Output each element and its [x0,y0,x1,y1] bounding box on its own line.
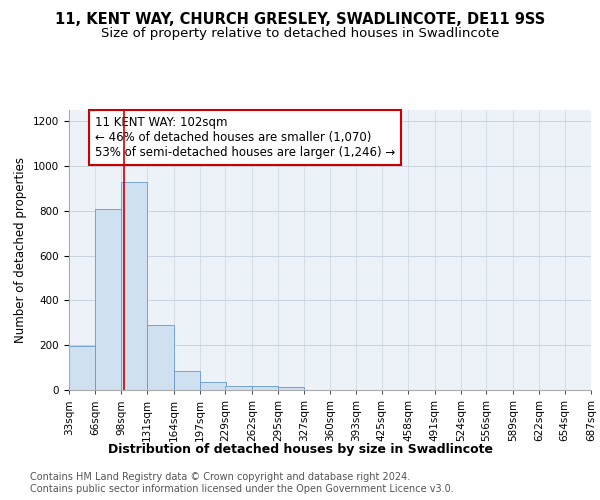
Text: 11 KENT WAY: 102sqm
← 46% of detached houses are smaller (1,070)
53% of semi-det: 11 KENT WAY: 102sqm ← 46% of detached ho… [95,116,395,158]
Bar [121,182,147,390]
Bar [95,208,122,390]
Bar [252,386,278,390]
Bar [173,371,200,390]
Text: 11, KENT WAY, CHURCH GRESLEY, SWADLINCOTE, DE11 9SS: 11, KENT WAY, CHURCH GRESLEY, SWADLINCOT… [55,12,545,28]
Text: Distribution of detached houses by size in Swadlincote: Distribution of detached houses by size … [107,442,493,456]
Bar [69,346,95,390]
Bar [226,386,252,390]
Y-axis label: Number of detached properties: Number of detached properties [14,157,28,343]
Text: Contains HM Land Registry data © Crown copyright and database right 2024.: Contains HM Land Registry data © Crown c… [30,472,410,482]
Text: Size of property relative to detached houses in Swadlincote: Size of property relative to detached ho… [101,28,499,40]
Bar [200,382,226,390]
Bar [278,388,304,390]
Text: Contains public sector information licensed under the Open Government Licence v3: Contains public sector information licen… [30,484,454,494]
Bar [147,325,173,390]
